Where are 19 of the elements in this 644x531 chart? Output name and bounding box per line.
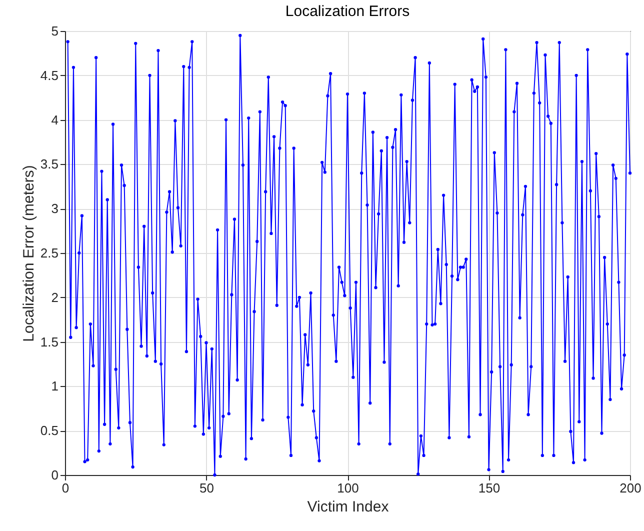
chart-title: Localization Errors: [285, 3, 410, 20]
y-tick-label: 4.5: [40, 68, 58, 83]
y-tick-label: 4: [51, 112, 58, 128]
y-tick-label: 1.5: [40, 334, 58, 350]
y-tick-label: 2.5: [40, 246, 58, 260]
y-tick-label: 0.5: [40, 423, 58, 438]
x-axis-title: Victim Index: [307, 498, 390, 516]
y-axis-title: Localization Error (meters): [20, 165, 38, 342]
x-tick-label: 100: [337, 480, 359, 496]
x-tick-label: 0: [62, 480, 70, 496]
y-tick-label: 5: [51, 24, 58, 38]
x-tick-label: 50: [200, 480, 214, 496]
y-tick-label: 1: [51, 378, 58, 394]
x-tick-label: 150: [478, 480, 500, 496]
x-tick-label: 200: [620, 480, 642, 496]
y-tick-label: 3.5: [40, 156, 58, 172]
y-tick-label: 3: [51, 201, 58, 216]
y-tick-label: 2: [51, 290, 58, 305]
y-tick-label: 0: [51, 468, 58, 482]
